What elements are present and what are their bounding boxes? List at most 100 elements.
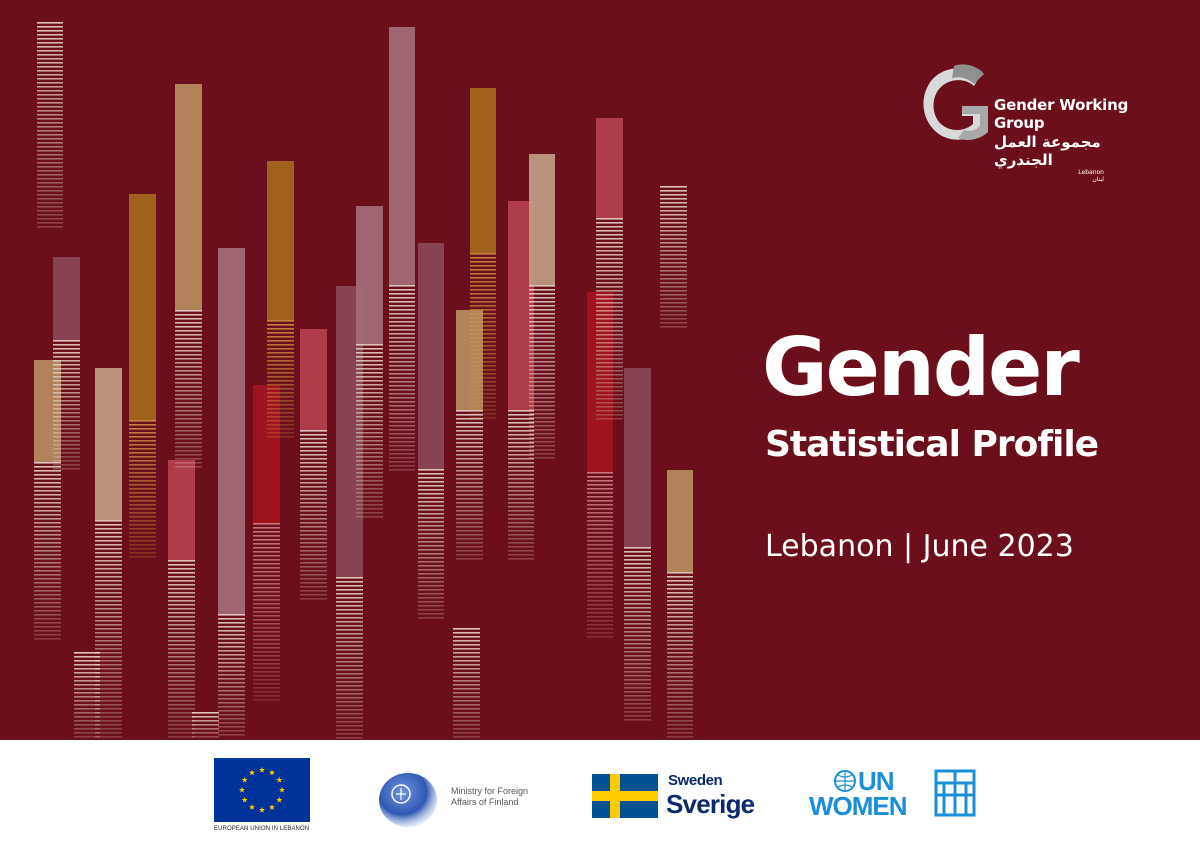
bar-stripe [667,728,693,730]
bar-stripe [389,297,415,299]
bar-stripe [53,464,80,466]
bar-stripe [37,102,63,104]
bar-stripe [470,301,496,303]
bar-stripe [470,273,496,275]
bar-stripe [356,460,383,462]
bar-stripe [34,538,61,540]
sweden-flag-icon [592,774,658,818]
bar-stripe [53,420,80,422]
bar-stripe [95,640,122,642]
bar-stripe [253,559,280,561]
bar-stripe [470,349,496,351]
bar-stripe [37,82,63,84]
bar-stripe [95,552,122,554]
bar-stripe [37,226,63,228]
bar-stripe [253,627,280,629]
bar-stripe [34,566,61,568]
bar-stripe [470,333,496,335]
eu-star [276,776,283,783]
bar-stripe [529,397,555,399]
bar-stripe [529,433,555,435]
bar-stripe [667,652,693,654]
bar-stripe [168,560,195,562]
bar-stripe [300,490,327,492]
bar-stripe [624,699,651,701]
bar-stripe [37,98,63,100]
bar-stripe [74,716,100,718]
bar-stripe [508,430,534,432]
bar-stripe [168,564,195,566]
bar-stripe [267,392,294,394]
bar-stripe [129,524,156,526]
bar-stripe [624,691,651,693]
bar-stripe [356,492,383,494]
bar-stripe [175,318,202,320]
bar-stripe [456,450,483,452]
bar-stripe [587,512,613,514]
bar-stripe [508,418,534,420]
bar-stripe [74,680,100,682]
bar-stripe [667,600,693,602]
bar-stripe [336,621,363,623]
bar-stripe [95,604,122,606]
bar-stripe [508,478,534,480]
bar-stripe [168,600,195,602]
bar-stripe [300,486,327,488]
bar-stripe [470,361,496,363]
bar-stripe [336,677,363,679]
bar-stripe [168,712,195,714]
bar-stripe [529,289,555,291]
bar-stripe [253,651,280,653]
bar-stripe [470,313,496,315]
bar-stripe [389,341,415,343]
bar-stripe [470,385,496,387]
bar-stripe [596,350,623,352]
bar-stripe [529,381,555,383]
bar-stripe [418,613,444,615]
eu-star [238,786,246,793]
bar-stripe [356,416,383,418]
bar-stripe [389,365,415,367]
bar-stripe [175,326,202,328]
bar-stripe [624,671,651,673]
bar-stripe [453,636,480,638]
bar-stripe [129,500,156,502]
bar-stripe [667,604,693,606]
bar-stripe [456,410,483,412]
bar-stripe [456,426,483,428]
bar-stripe [660,194,687,196]
bar-stripe [74,672,100,674]
bar-stripe [168,700,195,702]
bar-stripe [37,42,63,44]
bar-stripe [624,571,651,573]
bar-stripe [624,579,651,581]
bar-stripe [624,683,651,685]
bar-stripe [470,341,496,343]
bar-stripe [456,518,483,520]
bar-stripe [74,712,100,714]
bar-stripe [175,310,202,312]
bar-stripe [34,634,61,636]
bar-stripe [175,414,202,416]
bar-stripe [667,712,693,714]
bar-stripe [95,596,122,598]
bar-stripe [587,556,613,558]
bar-stripe [453,648,480,650]
bar-stripe [596,378,623,380]
bar-stripe [37,62,63,64]
bar-stripe [175,418,202,420]
bar-stripe [168,692,195,694]
bar-stripe [389,469,415,471]
sverige-text: Sverige [666,789,755,819]
bar-stripe [253,599,280,601]
bar-stripe [168,640,195,642]
bar-stripe [95,728,122,730]
bar-stripe [37,54,63,56]
bar-stripe [453,712,480,714]
bar-stripe [596,330,623,332]
bar-stripe [529,349,555,351]
bar-stripe [508,534,534,536]
bar-stripe [253,687,280,689]
bar-stripe [418,553,444,555]
bar-stripe [300,466,327,468]
